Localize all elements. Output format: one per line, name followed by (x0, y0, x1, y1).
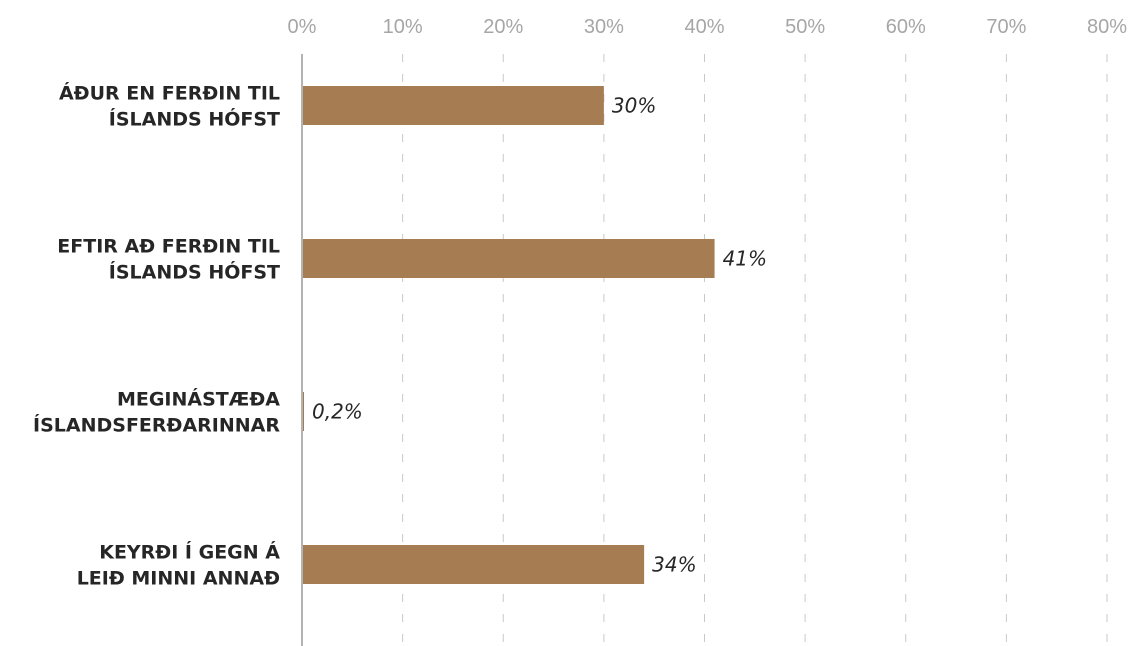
bar (303, 239, 715, 278)
data-label: 34% (652, 553, 696, 577)
x-tick-labels: 0% 10% 20% 30% 40% 50% 60% 70% 80% (288, 16, 1128, 38)
category-label-line: ÁÐUR EN FERÐIN TIL (59, 82, 280, 105)
data-label: 41% (723, 247, 767, 271)
x-tick-label: 10% (383, 16, 423, 38)
bar (303, 86, 604, 125)
x-tick-label: 0% (288, 16, 317, 38)
bar (303, 545, 645, 584)
x-tick-label: 30% (584, 16, 624, 38)
data-label: 30% (612, 94, 656, 118)
bar (303, 392, 305, 431)
category-label-line: MEGINÁSTÆÐA (117, 388, 280, 411)
category-label: MEGINÁSTÆÐA ÍSLANDSFERÐARINNAR (33, 388, 280, 437)
category-label: EFTIR AÐ FERÐIN TIL ÍSLANDS HÓFST (57, 236, 280, 284)
category-label: ÁÐUR EN FERÐIN TIL ÍSLANDS HÓFST (59, 82, 280, 131)
data-label: 0,2% (312, 400, 363, 424)
x-tick-label: 60% (886, 16, 926, 38)
category-label-line: EFTIR AÐ FERÐIN TIL (57, 236, 280, 258)
category-label-line: LEIÐ MINNI ANNAÐ (77, 568, 280, 590)
category-label-line: KEYRÐI Í GEGN Á (99, 541, 280, 564)
x-tick-label: 80% (1087, 16, 1127, 38)
x-tick-label: 40% (684, 16, 724, 38)
category-label-line: ÍSLANDSFERÐARINNAR (33, 414, 280, 437)
category-label: KEYRÐI Í GEGN Á LEIÐ MINNI ANNAÐ (77, 541, 281, 590)
x-tick-label: 50% (785, 16, 825, 38)
category-label-line: ÍSLANDS HÓFST (109, 260, 280, 284)
x-tick-label: 70% (986, 16, 1026, 38)
bar-layer (303, 86, 715, 584)
x-tick-label: 20% (483, 16, 523, 38)
category-label-line: ÍSLANDS HÓFST (109, 107, 280, 131)
data-labels: 30% 41% 0,2% 34% (312, 94, 767, 577)
